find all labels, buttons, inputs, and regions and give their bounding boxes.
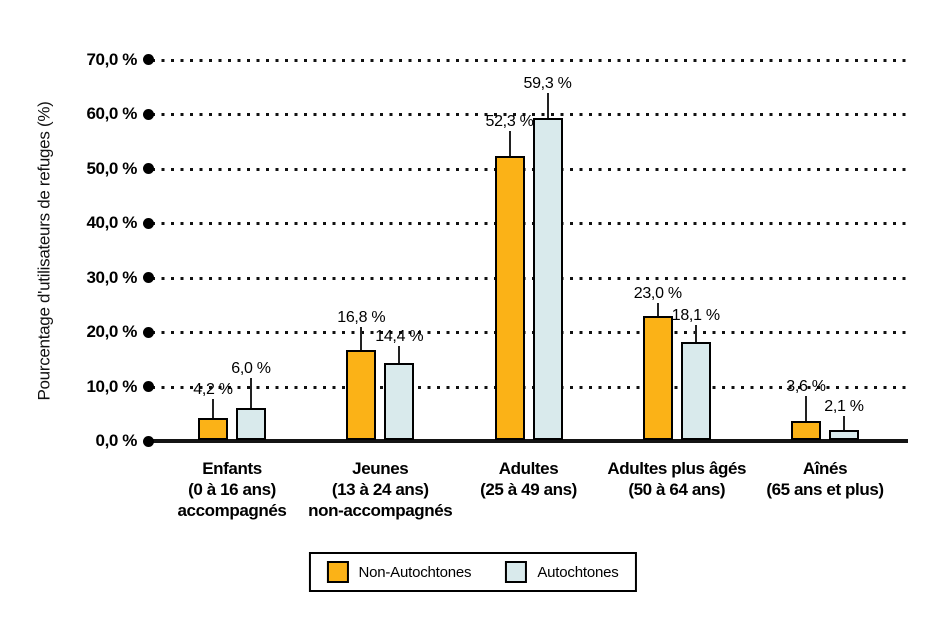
data-label: 16,8 % xyxy=(337,308,386,326)
x-category-label-line: Jeunes xyxy=(352,459,409,478)
data-label-leader xyxy=(360,326,363,350)
data-label-leader xyxy=(843,415,845,430)
x-category-label-line: Aînés xyxy=(802,459,848,478)
y-tick-label: 20,0 % xyxy=(86,322,137,342)
gridline xyxy=(152,113,908,117)
gridline-bullet xyxy=(142,54,154,66)
gridline-bullet xyxy=(142,435,154,447)
x-category-label: Jeunes (13 à 24 ans) non-accompagnés xyxy=(280,458,480,521)
x-category-label-line: non-accompagnés xyxy=(308,501,453,520)
gridline-bullet xyxy=(142,381,154,393)
bar-non-autochtones-2 xyxy=(494,156,525,440)
gridline-bullet xyxy=(142,163,154,175)
legend-item-autochtones: Autochtones xyxy=(505,561,619,583)
x-category-label-line: (13 à 24 ans) xyxy=(331,480,429,499)
data-label: 14,4 % xyxy=(375,327,424,345)
data-label: 6,0 % xyxy=(231,360,271,378)
data-label: 4,2 % xyxy=(193,381,233,399)
data-label-leader xyxy=(250,378,252,409)
gridline xyxy=(152,331,908,335)
y-tick-label: 70,0 % xyxy=(86,49,137,69)
x-category-label: Aînés (65 ans et plus) xyxy=(725,458,925,500)
y-tick-label: 0,0 % xyxy=(95,431,138,450)
x-category-label-line: Adultes xyxy=(498,459,559,478)
data-label: 23,0 % xyxy=(633,284,682,302)
data-label-leader xyxy=(398,345,401,363)
x-category-label-line: (65 ans et plus) xyxy=(766,480,884,499)
data-label-leader xyxy=(694,325,697,343)
bar-non-autochtones-3 xyxy=(642,315,673,440)
x-category-label-line: (50 à 64 ans) xyxy=(628,480,726,499)
data-label-leader xyxy=(546,93,549,119)
x-category-label-line: accompagnés xyxy=(177,501,287,520)
y-tick-label: 10,0 % xyxy=(86,376,137,396)
y-axis-title-text: Pourcentage d'utilisateurs de refuges (%… xyxy=(34,100,54,401)
gridline-bullet xyxy=(142,272,154,284)
bar-autochtones-3 xyxy=(680,342,711,440)
x-category-label-line: Enfants xyxy=(202,459,262,478)
y-tick-label: 40,0 % xyxy=(86,213,137,233)
data-label: 2,1 % xyxy=(824,397,864,415)
gridline xyxy=(152,222,908,226)
legend: Non-Autochtones Autochtones xyxy=(308,552,637,592)
gridline-bullet xyxy=(142,108,154,120)
x-category-label: Adultes (25 à 49 ans) xyxy=(429,458,629,500)
bar-non-autochtones-4 xyxy=(791,421,821,440)
x-category-label: Adultes plus âgés (50 à 64 ans) xyxy=(577,458,777,500)
bar-non-autochtones-0 xyxy=(198,418,228,440)
data-label: 18,1 % xyxy=(671,307,720,325)
gridline xyxy=(152,385,908,389)
gridline-bullet xyxy=(142,217,154,229)
legend-swatch-non-autochtones xyxy=(326,561,349,583)
y-tick-label: 50,0 % xyxy=(86,158,137,178)
x-category-label-line: (0 à 16 ans) xyxy=(188,480,276,499)
legend-item-non-autochtones: Non-Autochtones xyxy=(326,561,472,583)
x-category-label-line: Adultes plus âgés xyxy=(607,459,747,478)
data-label: 59,3 % xyxy=(523,75,572,93)
legend-swatch-autochtones xyxy=(505,561,528,583)
y-tick-label: 30,0 % xyxy=(86,267,137,287)
gridline-bullet xyxy=(142,326,154,338)
gridline xyxy=(152,167,908,171)
bar-non-autochtones-1 xyxy=(346,349,377,440)
bar-autochtones-2 xyxy=(532,118,563,440)
x-category-label-line: (25 à 49 ans) xyxy=(480,480,577,499)
bar-autochtones-0 xyxy=(236,408,266,440)
gridline xyxy=(152,58,908,62)
x-category-label: Enfants (0 à 16 ans) accompagnés xyxy=(132,458,332,521)
x-axis-line xyxy=(150,439,908,443)
data-label-leader xyxy=(805,396,807,422)
data-label-leader xyxy=(508,131,511,157)
data-label: 3,6 % xyxy=(786,378,826,396)
gridline xyxy=(152,276,908,280)
y-tick-label: 60,0 % xyxy=(86,104,137,124)
data-label: 52,3 % xyxy=(485,113,534,131)
bar-autochtones-1 xyxy=(384,362,415,440)
legend-label-autochtones: Autochtones xyxy=(537,563,619,581)
data-label-leader xyxy=(212,399,214,419)
data-label-leader xyxy=(656,302,659,316)
bar-autochtones-4 xyxy=(829,429,859,440)
legend-label-non-autochtones: Non-Autochtones xyxy=(358,563,472,581)
